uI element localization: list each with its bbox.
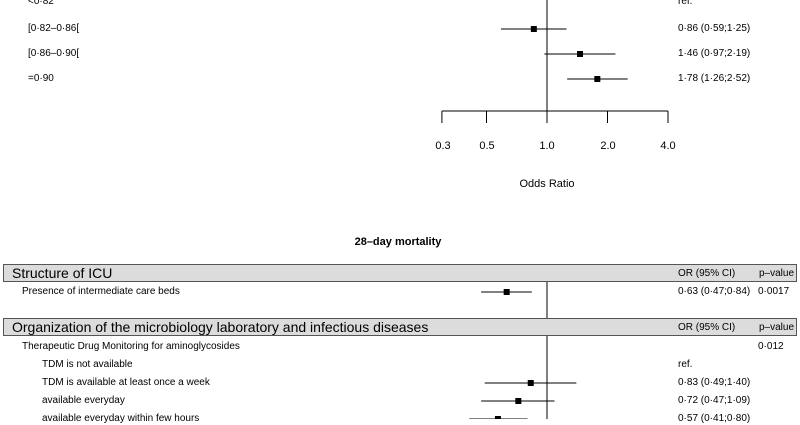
- point-estimate: [594, 76, 601, 82]
- or-column-header: OR (95% CI): [678, 322, 736, 333]
- top-row-or-3: 1·46 (0·97;2·19): [678, 48, 751, 59]
- section-title: Organization of the microbiology laborat…: [12, 319, 429, 335]
- top-row-or-1: ref.: [678, 0, 693, 7]
- p-value-column-header: p–value: [759, 268, 795, 279]
- tick-label-0-5: 0.5: [479, 140, 495, 152]
- row-label: available everyday: [42, 395, 125, 406]
- tick-label-1-0: 1.0: [539, 140, 555, 152]
- point-estimate: [503, 289, 510, 295]
- row-p-value: 0·0017: [758, 286, 790, 297]
- tick-label-0-3: 0.3: [435, 140, 451, 152]
- p-value-column-header: p–value: [759, 322, 795, 333]
- top-row-label-2: [0·82–0·86[: [28, 23, 80, 34]
- or-column-header: OR (95% CI): [678, 268, 736, 279]
- row-label: TDM is available at least once a week: [42, 377, 210, 388]
- point-estimate: [494, 416, 501, 419]
- section-header-structure: Structure of ICU OR (95% CI) p–value: [3, 264, 797, 282]
- axis-title: Odds Ratio: [519, 178, 575, 190]
- top-row-label-4: =0·90: [28, 73, 54, 84]
- row-p-value: 0·012: [758, 341, 784, 352]
- row-or: 0·63 (0·47;0·84): [678, 286, 751, 297]
- top-row-label-1: <0·82: [28, 0, 54, 7]
- point-estimate: [527, 380, 534, 386]
- row-label: TDM is not available: [42, 359, 133, 370]
- section-title: Structure of ICU: [12, 265, 113, 281]
- section-header-microbiology: Organization of the microbiology laborat…: [3, 318, 797, 336]
- point-estimate: [530, 26, 537, 32]
- row-or: ref.: [678, 359, 693, 370]
- row-label: Therapeutic Drug Monitoring for aminogly…: [22, 341, 240, 352]
- point-estimate: [515, 398, 522, 404]
- panel-title: 28–day mortality: [354, 236, 442, 248]
- top-row-or-4: 1·78 (1·26;2·52): [678, 73, 751, 84]
- top-row-label-3: [0·86–0·90[: [28, 48, 80, 59]
- row-or: 0·83 (0·49;1·40): [678, 377, 751, 388]
- top-row-or-2: 0·86 (0·59;1·25): [678, 23, 751, 34]
- row-label: Presence of intermediate care beds: [22, 286, 180, 297]
- tick-label-4-0: 4.0: [660, 140, 676, 152]
- row-or: 0·72 (0·47;1·09): [678, 395, 751, 406]
- point-estimate: [577, 51, 584, 57]
- tick-label-2-0: 2.0: [600, 140, 616, 152]
